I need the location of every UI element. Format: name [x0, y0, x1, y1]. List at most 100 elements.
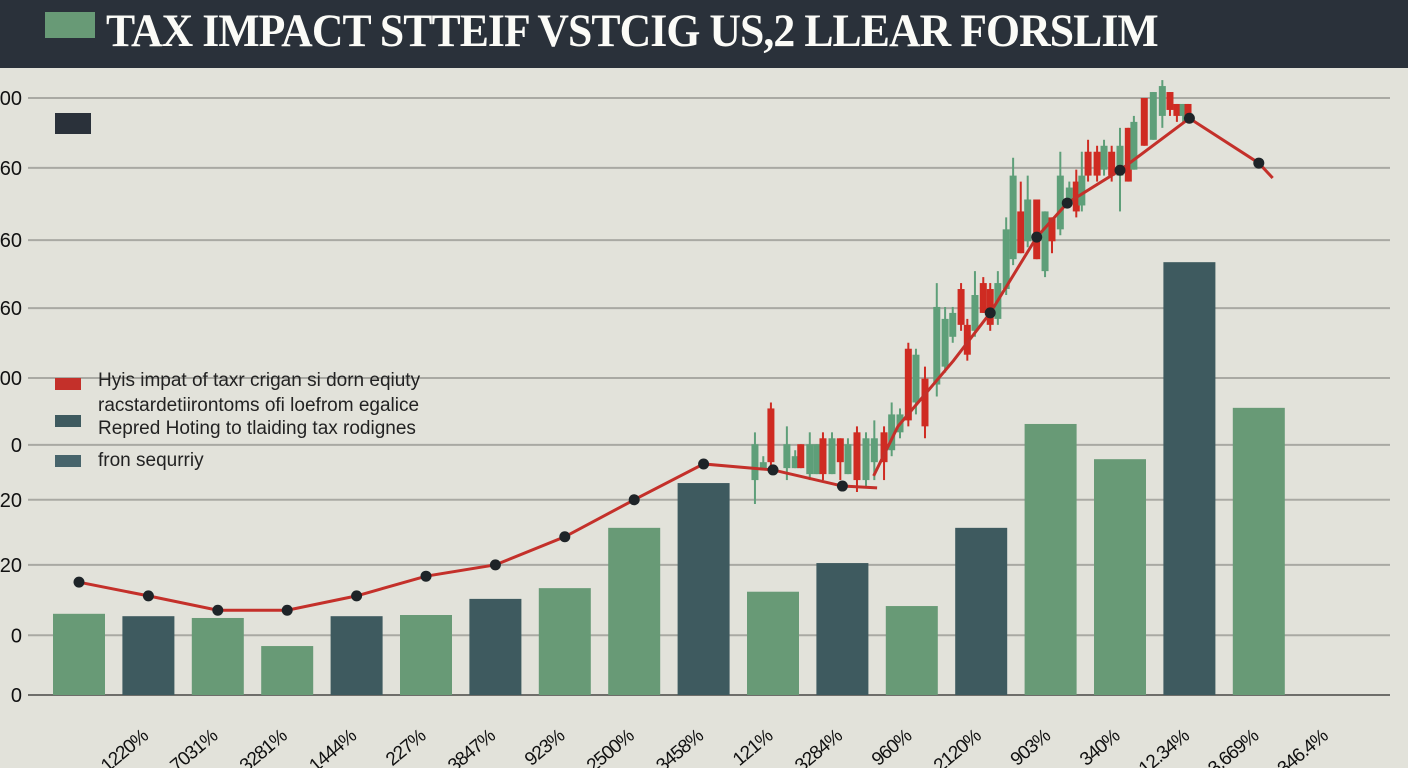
candle-up: [949, 312, 957, 337]
candle-up: [813, 444, 821, 475]
line-marker: [1253, 157, 1265, 169]
legend-swatch-dark: [55, 415, 81, 427]
x-tick-label: 3458%: [652, 725, 708, 768]
y-tick-label: 00: [0, 88, 22, 110]
candle-up: [1065, 187, 1073, 200]
line-marker: [628, 494, 640, 506]
bar: [1163, 262, 1216, 695]
candle-up: [862, 438, 870, 481]
candle-down: [1124, 127, 1132, 182]
bar: [330, 616, 383, 695]
candle-down: [904, 348, 912, 421]
bar: [747, 591, 799, 695]
bar: [469, 598, 522, 695]
line-marker: [698, 458, 710, 470]
bar: [1024, 423, 1077, 695]
line-marker: [351, 590, 363, 602]
chart-title: TAX IMPACT STTEIF VSTCIG US,2 LLEAR FORS…: [106, 5, 1159, 57]
candle-up: [751, 444, 759, 481]
x-tick-labels: 1220% 7031% 3281% 1444% 227% 3847% 923% 2500% 34…: [97, 725, 1333, 768]
candle-down: [1048, 217, 1056, 242]
candle-down: [1108, 151, 1116, 176]
title-bar: TAX IMPACT STTEIF VSTCIG US,2 LLEAR FORS…: [0, 0, 1408, 68]
x-tick-label: 1444%: [305, 725, 361, 768]
x-tick-label: 227%: [382, 725, 431, 768]
candle-up: [1009, 175, 1017, 260]
y-tick-label: 60: [0, 298, 22, 320]
candlesticks: [751, 80, 1192, 504]
line-marker: [281, 604, 293, 616]
candle-up: [1149, 92, 1157, 140]
bar: [816, 563, 869, 695]
candle-up: [1130, 121, 1138, 170]
bar: [608, 527, 661, 695]
candle-up: [870, 438, 878, 463]
legend-label: Repred Hoting to tlaiding tax rodignes: [98, 418, 416, 439]
line-marker: [1031, 231, 1043, 243]
x-tick-label: 12.34%: [1135, 725, 1194, 768]
candle-up: [888, 414, 896, 451]
candle-up: [912, 354, 920, 403]
bar: [885, 606, 938, 695]
y-tick-label: 60: [0, 158, 22, 180]
x-tick-label: 3281%: [236, 725, 292, 768]
line-marker: [1114, 164, 1126, 176]
candle-down: [986, 289, 994, 325]
x-tick-label: 3284%: [791, 725, 847, 768]
x-tick-label: 1220%: [97, 725, 153, 768]
trend-line: [872, 116, 1274, 477]
bar: [122, 616, 175, 695]
bar: [955, 527, 1008, 695]
x-tick-label: 3.669%: [1204, 725, 1263, 768]
x-tick-label: 960%: [868, 725, 917, 768]
line-marker: [836, 480, 848, 492]
y-tick-label: 60: [0, 230, 22, 252]
bar: [400, 615, 452, 695]
x-tick-label: 923%: [521, 725, 570, 768]
y-tick-label: 0: [11, 625, 22, 647]
candle-up: [783, 444, 791, 469]
bar: [1094, 459, 1146, 695]
x-tick-label: 2120%: [930, 725, 986, 768]
candle-down: [979, 283, 987, 313]
bar: [261, 646, 314, 695]
candle-up: [1056, 175, 1064, 230]
bar: [1232, 407, 1285, 695]
legend-label: Hyis impat of taxr crigan si dorn eqiuty: [98, 370, 421, 391]
candle-up: [1078, 175, 1086, 206]
line-marker: [142, 590, 154, 602]
y-tick-label: 20: [0, 490, 22, 512]
bar: [538, 588, 591, 695]
x-tick-label: 346.4%: [1274, 725, 1333, 768]
bar: [191, 617, 244, 695]
candle-down: [880, 432, 888, 463]
candle-down: [1093, 151, 1101, 176]
candle-down: [963, 324, 971, 355]
y-tick-label: 0: [11, 685, 22, 707]
legend-label: fron sequrriy: [98, 450, 204, 471]
candle-up: [1002, 229, 1010, 290]
candle-up: [1041, 211, 1049, 272]
y-tick-label: 0: [11, 435, 22, 457]
line-marker: [420, 570, 432, 582]
candle-down: [819, 438, 827, 475]
candle-up: [1116, 145, 1124, 176]
line-marker: [212, 604, 224, 616]
candle-down: [1173, 103, 1181, 116]
candle-up: [1100, 145, 1108, 170]
candle-down: [853, 432, 861, 481]
bar: [677, 483, 730, 695]
candle-down: [1017, 211, 1025, 254]
candle-down: [836, 438, 844, 463]
candle-down: [921, 378, 929, 427]
x-tick-label: 3847%: [444, 725, 500, 768]
candle-up: [933, 306, 941, 385]
line-marker: [1061, 197, 1073, 209]
trend-lines: [73, 112, 1274, 616]
legend-swatch-slate: [55, 455, 81, 467]
x-tick-label: 903%: [1007, 725, 1056, 768]
candle-down: [1184, 103, 1192, 116]
line-marker: [559, 531, 571, 543]
y-tick-label: 00: [0, 368, 22, 390]
